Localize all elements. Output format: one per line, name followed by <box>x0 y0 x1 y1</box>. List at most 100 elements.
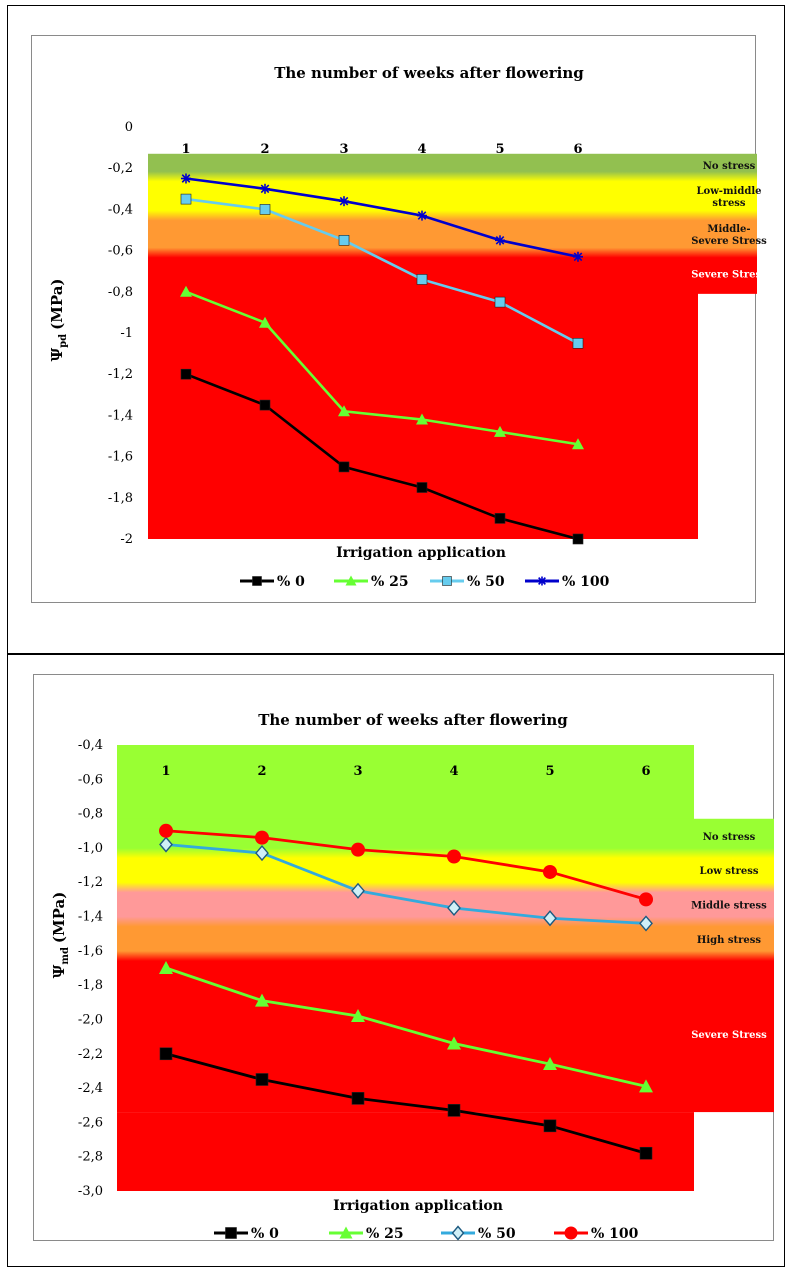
chart-1-ytick-11: -2,6 <box>78 1115 103 1130</box>
chart-1-zone-blend-1 <box>117 848 774 859</box>
chart-1-series-3-point-2 <box>351 842 365 857</box>
chart-1-ytick-13: -3,0 <box>78 1184 103 1199</box>
chart-1-series-0-point-1 <box>255 1073 269 1086</box>
chart-1-title: The number of weeks after flowering <box>258 711 568 729</box>
chart-0-series-1-point-0 <box>180 285 192 297</box>
chart-1-zone-label-4: Severe Stress <box>691 1030 767 1041</box>
chart-1-legend-label-1: % 25 <box>366 1226 404 1242</box>
chart-1-legend-marker-0 <box>225 1227 237 1239</box>
chart-1-group: No stress Low stress Middle stress High str… <box>50 711 774 1242</box>
chart-0-ytick-6: -1,2 <box>108 367 133 382</box>
chart-0-series-0-point-4 <box>494 513 506 524</box>
chart-0-zone-label-2: Middle-Severe Stress <box>691 224 767 247</box>
chart-0-ytick-5: -1 <box>120 326 133 341</box>
chart-0-zone-blend-3 <box>148 247 757 258</box>
chart-1-series-2-point-3 <box>447 899 461 917</box>
chart-0-severe-label-box <box>698 252 757 294</box>
chart-1-series-3-point-3 <box>447 849 461 864</box>
chart-1-ytick-3: -1,0 <box>78 841 103 856</box>
chart-1-zone-3 <box>117 921 774 956</box>
chart-0-series-3-point-5 <box>573 251 583 262</box>
chart-1-series-3-point-1 <box>255 830 269 845</box>
chart-1-category-4: 5 <box>545 764 554 779</box>
chart-1-zone-label-2: Middle stress <box>691 901 767 912</box>
chart-1-series-0-point-5 <box>639 1146 653 1160</box>
chart-1-series-line-0 <box>165 1052 647 1155</box>
chart-1-series-line-3 <box>165 829 647 901</box>
chart-1-top-band <box>117 745 694 820</box>
chart-0-zone-label-1: Low-middle stress <box>697 186 762 209</box>
chart-0-zone-blend-1 <box>148 171 757 182</box>
chart-0-category-2: 3 <box>339 142 348 157</box>
chart-0-ytick-1: -0,2 <box>108 161 133 176</box>
chart-1-series-1-point-2 <box>351 1009 365 1023</box>
chart-1-severe-lower <box>117 1112 694 1191</box>
chart-0-series-0-point-5 <box>572 533 584 545</box>
chart-0-series-1-point-5 <box>572 438 584 450</box>
chart-0-zone-2 <box>148 215 757 253</box>
chart-1-ytick-7: -1,8 <box>78 978 103 993</box>
chart-0-xlabel: Irrigation application <box>336 545 506 561</box>
table-cell-bottom <box>7 653 785 1267</box>
chart-0-series-2-point-4 <box>494 296 506 308</box>
chart-1-series-3-point-0 <box>159 823 173 838</box>
chart-1-ytick-9: -2,2 <box>78 1047 103 1062</box>
chart-1-series-0-point-0 <box>159 1047 173 1061</box>
chart-1-category-3: 4 <box>449 764 458 779</box>
chart-0-legend-marker-1 <box>345 575 357 586</box>
chart-1-legend-label-2: % 50 <box>478 1226 516 1242</box>
chart-0-series-0-point-3 <box>416 482 428 493</box>
chart-1-series-3-point-5 <box>639 892 653 907</box>
chart-0-ytick-4: -0,8 <box>108 285 133 300</box>
chart-1-legend-label-0: % 0 <box>251 1226 279 1242</box>
chart-0-zone-blend-2 <box>148 210 757 221</box>
chart-1-legend-marker-3 <box>564 1226 578 1240</box>
chart-1-ytick-0: -0,4 <box>78 738 103 753</box>
chart-1-ytick-5: -1,4 <box>78 910 103 925</box>
chart-0-ytick-3: -0,6 <box>108 244 133 259</box>
chart-1-category-5: 6 <box>641 764 650 779</box>
chart-0-ylabel: Ψpd(MPa) <box>48 278 69 361</box>
chart-0-series-2-point-5 <box>572 337 584 349</box>
chart-1-series-line-2 <box>165 843 647 925</box>
chart-1-series-0-point-4 <box>543 1119 557 1133</box>
chart-1-ytick-6: -1,6 <box>78 944 103 959</box>
chart-1-series-1-point-5 <box>639 1079 653 1093</box>
chart-0-ytick-9: -1,8 <box>108 491 133 506</box>
chart-0-legend-label-3: % 100 <box>562 574 610 590</box>
chart-1-severe-label-box <box>694 955 774 1113</box>
chart-1-series-2-point-0 <box>159 836 173 853</box>
chart-1-series-3-point-4 <box>543 864 557 879</box>
chart-0-series-1-point-3 <box>416 413 428 425</box>
chart-0-series-3-point-1 <box>260 183 270 194</box>
chart-0-series-1-point-1 <box>259 316 271 328</box>
chart-0-ytick-10: -2 <box>120 532 133 547</box>
chart-0-series-3-point-2 <box>339 196 349 207</box>
chart-1-zone-blend-2 <box>117 882 774 893</box>
chart-1-zone-label-3: High stress <box>697 935 762 946</box>
chart-0-group: No stress Low-middle stress Middle-Severe S… <box>48 64 767 590</box>
chart-1-zone-4 <box>117 955 694 1113</box>
chart-1-zone-label-0: No stress <box>703 832 756 843</box>
chart-0-zone-label-0: No stress <box>703 161 756 172</box>
chart-1-series-1-point-4 <box>543 1057 557 1071</box>
chart-1-series-2-point-5 <box>639 915 653 932</box>
chart-0-legend-label-2: % 50 <box>467 574 505 590</box>
chart-0-series-1-point-2 <box>338 405 350 417</box>
chart-0-legend-marker-2 <box>442 576 452 586</box>
chart-0-series-3-point-0 <box>181 173 191 184</box>
chart-1-ytick-10: -2,4 <box>78 1081 103 1096</box>
chart-0-series-line-2 <box>185 197 579 345</box>
chart-1-series-1-point-3 <box>447 1036 461 1050</box>
chart-0-legend-label-0: % 0 <box>277 574 305 590</box>
chart-0-ytick-0: 0 <box>125 120 133 135</box>
chart-0-zone-1 <box>148 176 757 216</box>
chart-0-category-1: 2 <box>260 142 269 157</box>
chart-0-zone-0 <box>148 153 757 177</box>
chart-0-ytick-7: -1,4 <box>108 408 133 423</box>
chart-0-legend-marker-0 <box>252 576 262 586</box>
chart-1-ytick-4: -1,2 <box>78 875 103 890</box>
chart-0-series-3-point-4 <box>495 235 505 246</box>
chart-1-ytick-1: -0,6 <box>78 772 103 787</box>
chart-1-series-2-point-1 <box>255 844 269 862</box>
